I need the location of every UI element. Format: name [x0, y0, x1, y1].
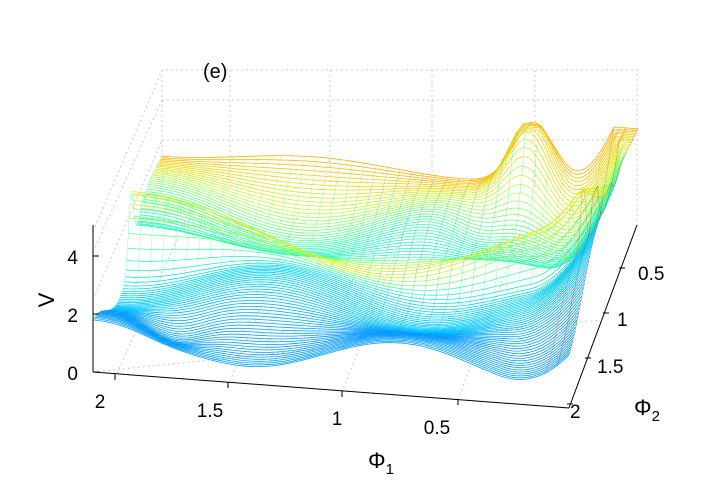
x-tick-label: 0.5 [424, 418, 450, 439]
x-tick-label: 1 [332, 409, 343, 430]
panel-label: (e) [203, 61, 227, 83]
surface-cross-line [187, 155, 258, 354]
surface-cross-line [437, 155, 508, 352]
y-axis-line [568, 224, 638, 409]
surface-cross-line [402, 178, 472, 344]
surface-cross-line [259, 158, 329, 367]
surface-cross-line [354, 173, 425, 347]
grid-line [92, 139, 163, 301]
back-grid [92, 69, 638, 409]
surface-cross-line [235, 156, 306, 366]
x-axis-label: Φ1 [368, 448, 394, 478]
x-ticks: 2 1.5 1 0.5 [95, 374, 459, 439]
surface-cross-line [128, 157, 198, 329]
y-axis-subscript: 2 [652, 408, 660, 425]
y-axis-symbol: Φ [634, 395, 652, 420]
surface-cross-line [556, 127, 627, 366]
surface-cross-line [390, 178, 460, 343]
surface-cross-line [533, 148, 603, 378]
surface-cross-line [104, 156, 175, 322]
x-tick-label: 2 [95, 392, 106, 413]
surface-cross-line [306, 165, 377, 360]
surface-contours [92, 121, 639, 380]
back-wall-left [92, 69, 638, 233]
surface-cross-line [342, 171, 413, 350]
y-tick-label: 2 [570, 402, 581, 423]
surface-cross-line [140, 157, 210, 334]
surface-cross-line [378, 177, 448, 344]
x-axis-subscript: 1 [386, 461, 394, 478]
surface-cross-line [271, 159, 341, 367]
surface-cross-line [366, 175, 436, 345]
surface-contour-line [159, 124, 636, 184]
x-tick-label: 1.5 [197, 401, 223, 422]
surface-cross-line [544, 126, 615, 374]
y-tick-label: 1 [617, 310, 628, 331]
surface-cross-line [295, 163, 365, 363]
y-ticks: 0.5 1 1.5 2 [567, 264, 664, 423]
surface-cross-line [425, 170, 496, 348]
surface-contour-line [143, 169, 620, 256]
surface-cross-line [247, 157, 317, 367]
grid-line [457, 219, 526, 401]
surface-cross-line [485, 147, 555, 371]
surface-cross-line [461, 122, 532, 361]
surface-cross-line [283, 161, 353, 365]
surface-cross-line [116, 157, 187, 325]
y-tick-label: 0.5 [638, 264, 664, 285]
surface-cross-line [330, 169, 401, 353]
surface-cross-line [152, 157, 222, 340]
surface-cross-line [92, 156, 163, 321]
surface-cross-line [568, 128, 639, 355]
z-tick-label: 2 [67, 306, 78, 327]
z-tick-label: 0 [67, 364, 78, 385]
z-ticks: 0 2 4 [67, 248, 99, 385]
surface-cross-line [449, 132, 520, 356]
surface-cross-line [176, 156, 246, 350]
z-axis-label: V [34, 292, 59, 307]
x-axis-line [92, 371, 570, 409]
y-tick-label: 1.5 [597, 357, 623, 378]
z-tick-label: 4 [67, 248, 78, 269]
surface-cross-line [199, 155, 270, 358]
surface-cross-line [497, 164, 567, 376]
surface-cross-line [473, 126, 544, 366]
surface-cross-line [414, 177, 484, 345]
x-axis-symbol: Φ [368, 448, 386, 473]
surface-cross-line [318, 167, 389, 356]
surface-cross-line [211, 155, 282, 361]
surface-cross-line [509, 170, 579, 379]
surface-cross-line [223, 155, 294, 364]
surface-contour-line [152, 146, 629, 220]
surface-cross-line [164, 156, 234, 345]
y-axis-label: Φ2 [634, 395, 660, 425]
surface-cross-line [521, 164, 591, 380]
grid-line [114, 209, 191, 379]
